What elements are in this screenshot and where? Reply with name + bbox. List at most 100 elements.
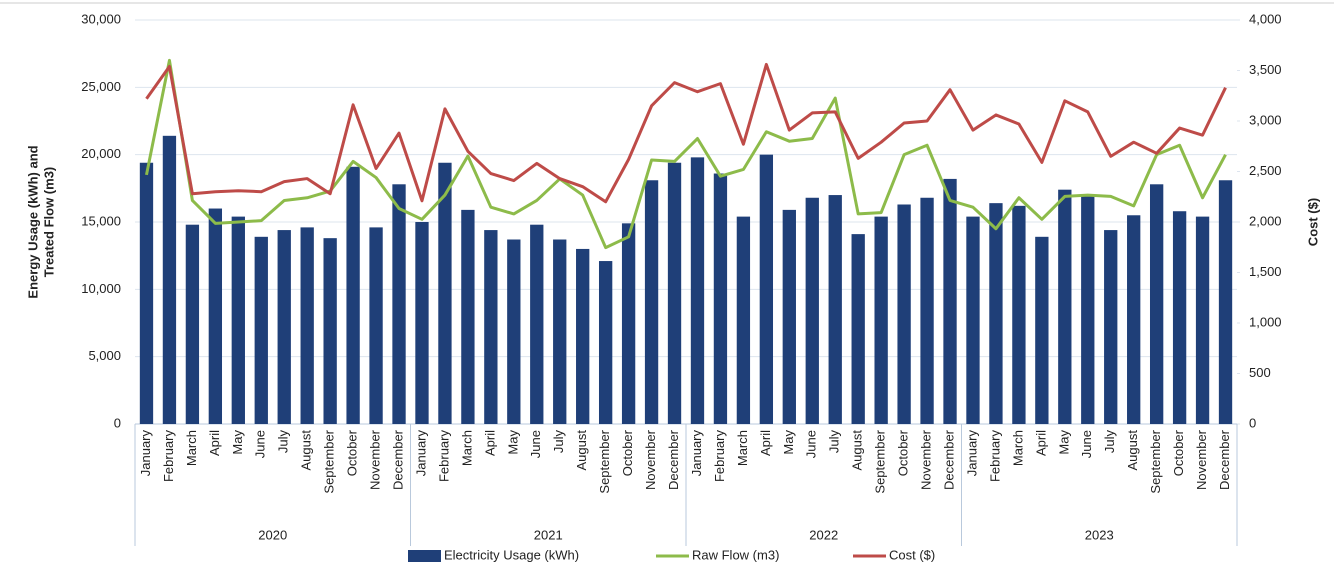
bar	[1058, 189, 1072, 424]
x-tick-label: August	[850, 430, 865, 471]
legend-swatch	[408, 550, 441, 562]
x-tick-label: February	[987, 430, 1002, 483]
bar	[966, 216, 980, 424]
bar	[989, 203, 1003, 424]
x-tick-label: March	[1010, 430, 1025, 466]
x-tick-label: March	[184, 430, 199, 466]
x-tick-label: October	[620, 429, 635, 476]
bar	[507, 239, 521, 424]
bar	[1127, 215, 1141, 424]
x-tick-label: October	[896, 429, 911, 476]
bar	[438, 162, 452, 424]
y2-tick-label: 0	[1249, 415, 1256, 430]
x-tick-label: March	[459, 430, 474, 466]
bar	[667, 162, 682, 424]
bar	[277, 230, 291, 424]
x-tick-label: July	[276, 430, 291, 454]
x-tick-label: October	[1171, 429, 1186, 476]
x-tick-label: April	[758, 430, 773, 456]
x-tick-label: July	[551, 430, 566, 454]
x-tick-label: June	[1079, 430, 1094, 458]
x-tick-label: September	[322, 429, 337, 493]
bar	[162, 135, 177, 424]
x-tick-label: December	[666, 429, 681, 490]
y-axis-title: Energy Usage (kWh) and	[25, 145, 40, 298]
x-tick-label: February	[161, 430, 176, 483]
bar	[1172, 211, 1187, 424]
bar	[1081, 196, 1095, 424]
x-tick-label: January	[689, 430, 704, 477]
bar	[392, 184, 406, 424]
y-axis-title: Treated Flow (m3)	[41, 167, 56, 278]
bar	[254, 236, 268, 424]
x-tick-label: April	[1033, 430, 1048, 456]
x-tick-label: February	[436, 430, 451, 483]
y-tick-label: 15,000	[81, 213, 121, 228]
x-tick-label: August	[299, 430, 314, 471]
bar	[1035, 236, 1049, 424]
x-tick-label: September	[597, 429, 612, 493]
x-tick-label: November	[643, 429, 658, 490]
x-tick-label: November	[1194, 429, 1209, 490]
bar	[759, 154, 774, 424]
bar	[461, 209, 475, 424]
y2-tick-label: 2,000	[1249, 213, 1282, 228]
x-tick-label: June	[804, 430, 819, 458]
bar	[644, 180, 659, 424]
y-tick-label: 5,000	[88, 348, 121, 363]
bar	[690, 157, 705, 425]
x-tick-label: July	[827, 430, 842, 454]
x-tick-label: December	[390, 429, 405, 490]
bar	[139, 162, 154, 424]
bar	[231, 216, 245, 424]
x-tick-label: January	[964, 430, 979, 477]
bar	[1218, 180, 1233, 424]
x-tick-label: September	[1148, 429, 1163, 493]
y2-axis-title: Cost ($)	[1305, 198, 1320, 246]
legend-label: Electricity Usage (kWh)	[444, 547, 579, 562]
x-tick-label: November	[919, 429, 934, 490]
bar	[300, 227, 314, 424]
bar	[805, 197, 819, 424]
bar	[828, 195, 842, 424]
y2-tick-label: 3,500	[1249, 62, 1282, 77]
x-tick-label: August	[574, 430, 589, 471]
group-label: 2022	[809, 527, 838, 542]
x-tick-label: January	[413, 430, 428, 477]
y-tick-label: 0	[114, 415, 121, 430]
bar	[1012, 205, 1026, 424]
x-tick-label: January	[138, 430, 153, 477]
bar	[1195, 216, 1210, 424]
x-tick-label: August	[1125, 430, 1140, 471]
x-tick-label: October	[345, 429, 360, 476]
x-tick-label: March	[735, 430, 750, 466]
x-tick-label: December	[1217, 429, 1232, 490]
y-tick-label: 25,000	[81, 79, 121, 94]
y2-tick-label: 1,000	[1249, 314, 1282, 329]
bar	[713, 173, 728, 424]
x-tick-label: February	[712, 430, 727, 483]
y2-tick-label: 3,000	[1249, 112, 1282, 127]
x-tick-label: June	[253, 430, 268, 458]
legend-label: Cost ($)	[889, 547, 935, 562]
x-tick-label: April	[207, 430, 222, 456]
bar	[920, 197, 934, 424]
y2-tick-label: 4,000	[1249, 11, 1282, 26]
x-tick-label: May	[1056, 430, 1071, 455]
bar	[897, 204, 911, 424]
bar	[782, 209, 796, 424]
legend-label: Raw Flow (m3)	[692, 547, 779, 562]
bar	[553, 239, 567, 424]
bar	[208, 208, 223, 424]
bar	[415, 222, 429, 424]
x-tick-label: May	[505, 430, 520, 455]
bar	[323, 238, 337, 424]
x-tick-label: April	[482, 430, 497, 456]
bar	[736, 216, 751, 424]
x-tick-label: July	[1102, 430, 1117, 454]
y-tick-label: 20,000	[81, 146, 121, 161]
bar	[1149, 184, 1164, 424]
bar	[598, 261, 613, 424]
group-label: 2020	[258, 527, 287, 542]
